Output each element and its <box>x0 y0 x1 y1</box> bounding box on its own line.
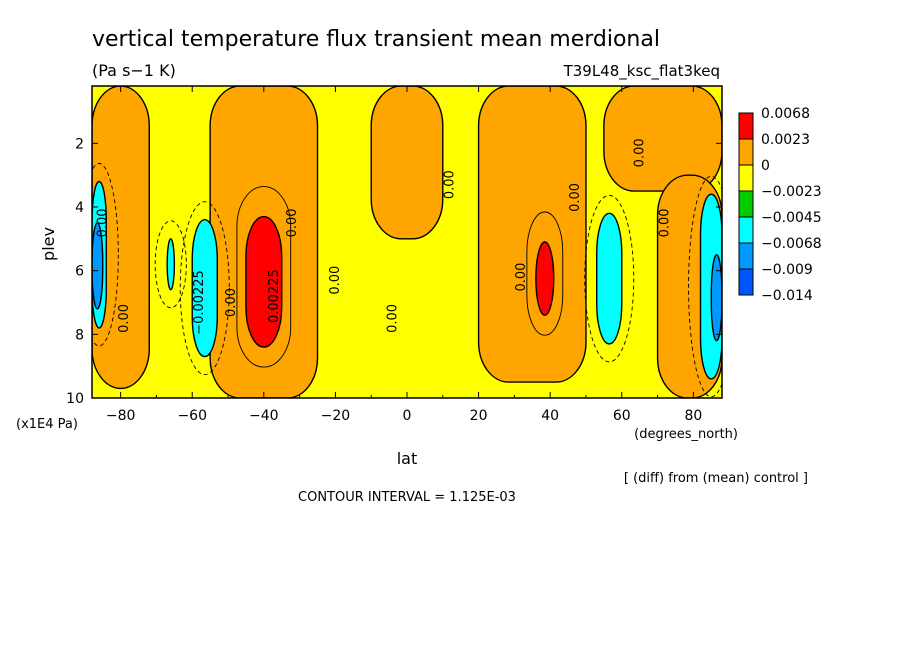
contour-region-3 <box>477 86 587 383</box>
experiment-name: T39L48_ksc_flat3keq <box>563 62 720 81</box>
inner-contour-0 <box>236 186 292 368</box>
inner-contour-1 <box>526 211 564 336</box>
x-axis-units: (degrees_north) <box>634 427 738 442</box>
contour-line-layer <box>92 163 722 398</box>
contour-region-7 <box>535 241 555 316</box>
x-tick-label-6: 40 <box>541 408 559 424</box>
plot-area: 0.00 0.00 −0.00225 0.00 0.00225 0.00 0.00 0.00 0… <box>91 85 723 399</box>
dashed-contour-2 <box>688 175 722 398</box>
colorbar-label-6: −0.009 <box>761 262 813 278</box>
x-axis-label: lat <box>397 449 418 468</box>
contour-region-4 <box>603 86 722 192</box>
colorbar-swatch-6 <box>738 268 754 296</box>
x-tick-label-2: −40 <box>249 408 279 424</box>
dashed-contour-4 <box>154 220 187 309</box>
contour-label-2: −0.00225 <box>192 270 207 335</box>
comparison-note: [ (diff) from (mean) control ] <box>624 471 808 486</box>
contour-label-5: 0.00 <box>285 208 300 237</box>
x-tick-label-0: −80 <box>106 408 136 424</box>
x-axis: −80 −60 −40 −20 0 20 40 60 80 <box>106 86 702 424</box>
chart-title: vertical temperature flux transient mean… <box>92 27 660 52</box>
colorbar-label-0: 0.0068 <box>761 106 810 122</box>
contour-label-7: 0.00 <box>385 304 400 333</box>
x-tick-label-8: 80 <box>684 408 702 424</box>
colorbar: 0.0068 0.0023 0 −0.0023 −0.0045 −0.0068 −0.009… <box>738 106 822 304</box>
contour-region-9 <box>596 212 623 345</box>
colorbar-label-5: −0.0068 <box>761 236 822 252</box>
contour-region-2 <box>370 86 444 240</box>
contour-label-6: 0.00 <box>328 266 343 295</box>
x-tick-label-3: −20 <box>321 408 351 424</box>
contour-label-8: 0.00 <box>443 170 458 199</box>
dashed-contour-1 <box>584 194 635 363</box>
colorbar-label-2: 0 <box>761 158 770 174</box>
contour-label-12: 0.00 <box>657 208 672 237</box>
x-tick-label-5: 20 <box>470 408 488 424</box>
contour-region-0 <box>92 86 150 390</box>
y-tick-label-4: 10 <box>66 391 84 407</box>
contour-interval-note: CONTOUR INTERVAL = 1.125E-03 <box>298 490 516 505</box>
contour-label-layer: 0.00 0.00 −0.00225 0.00 0.00225 0.00 0.00 0.00 0… <box>95 138 672 334</box>
contour-label-10: 0.00 <box>568 183 583 212</box>
contour-region-8 <box>191 219 218 358</box>
contour-fill-layer <box>92 86 722 398</box>
colorbar-swatch-2 <box>738 164 754 192</box>
contour-label-3: 0.00 <box>224 288 239 317</box>
y-axis: 2 4 6 8 10 <box>66 136 722 407</box>
y-tick-label-2: 6 <box>75 264 84 280</box>
contour-region-12 <box>92 222 104 310</box>
contour-label-11: 0.00 <box>632 138 647 167</box>
x-tick-label-1: −60 <box>177 408 207 424</box>
chart-units: (Pa s−1 K) <box>92 61 176 80</box>
contour-label-1: 0.00 <box>117 304 132 333</box>
contour-region-13 <box>710 254 722 342</box>
colorbar-label-7: −0.014 <box>761 288 813 304</box>
dashed-contour-3 <box>92 163 119 347</box>
y-tick-label-3: 8 <box>75 327 84 343</box>
y-axis-label: plev <box>39 227 58 261</box>
contour-region-14 <box>166 238 176 291</box>
x-tick-label-7: 60 <box>613 408 631 424</box>
contour-label-9: 0.00 <box>514 263 529 292</box>
contour-label-0: 0.00 <box>95 208 110 237</box>
y-tick-label-0: 2 <box>75 136 84 152</box>
colorbar-label-3: −0.0023 <box>761 184 822 200</box>
contour-label-4: 0.00225 <box>267 269 282 323</box>
dashed-contour-0 <box>179 201 230 376</box>
colorbar-swatch-0 <box>738 112 754 140</box>
colorbar-swatch-4 <box>738 216 754 244</box>
contour-region-6 <box>245 215 283 348</box>
colorbar-label-1: 0.0023 <box>761 132 810 148</box>
colorbar-swatch-5 <box>738 242 754 270</box>
colorbar-swatch-3 <box>738 190 754 218</box>
y-tick-label-1: 4 <box>75 200 84 216</box>
colorbar-label-4: −0.0045 <box>761 210 822 226</box>
x-tick-label-4: 0 <box>403 408 412 424</box>
y-axis-units: (x1E4 Pa) <box>16 417 78 432</box>
colorbar-swatch-1 <box>738 138 754 166</box>
